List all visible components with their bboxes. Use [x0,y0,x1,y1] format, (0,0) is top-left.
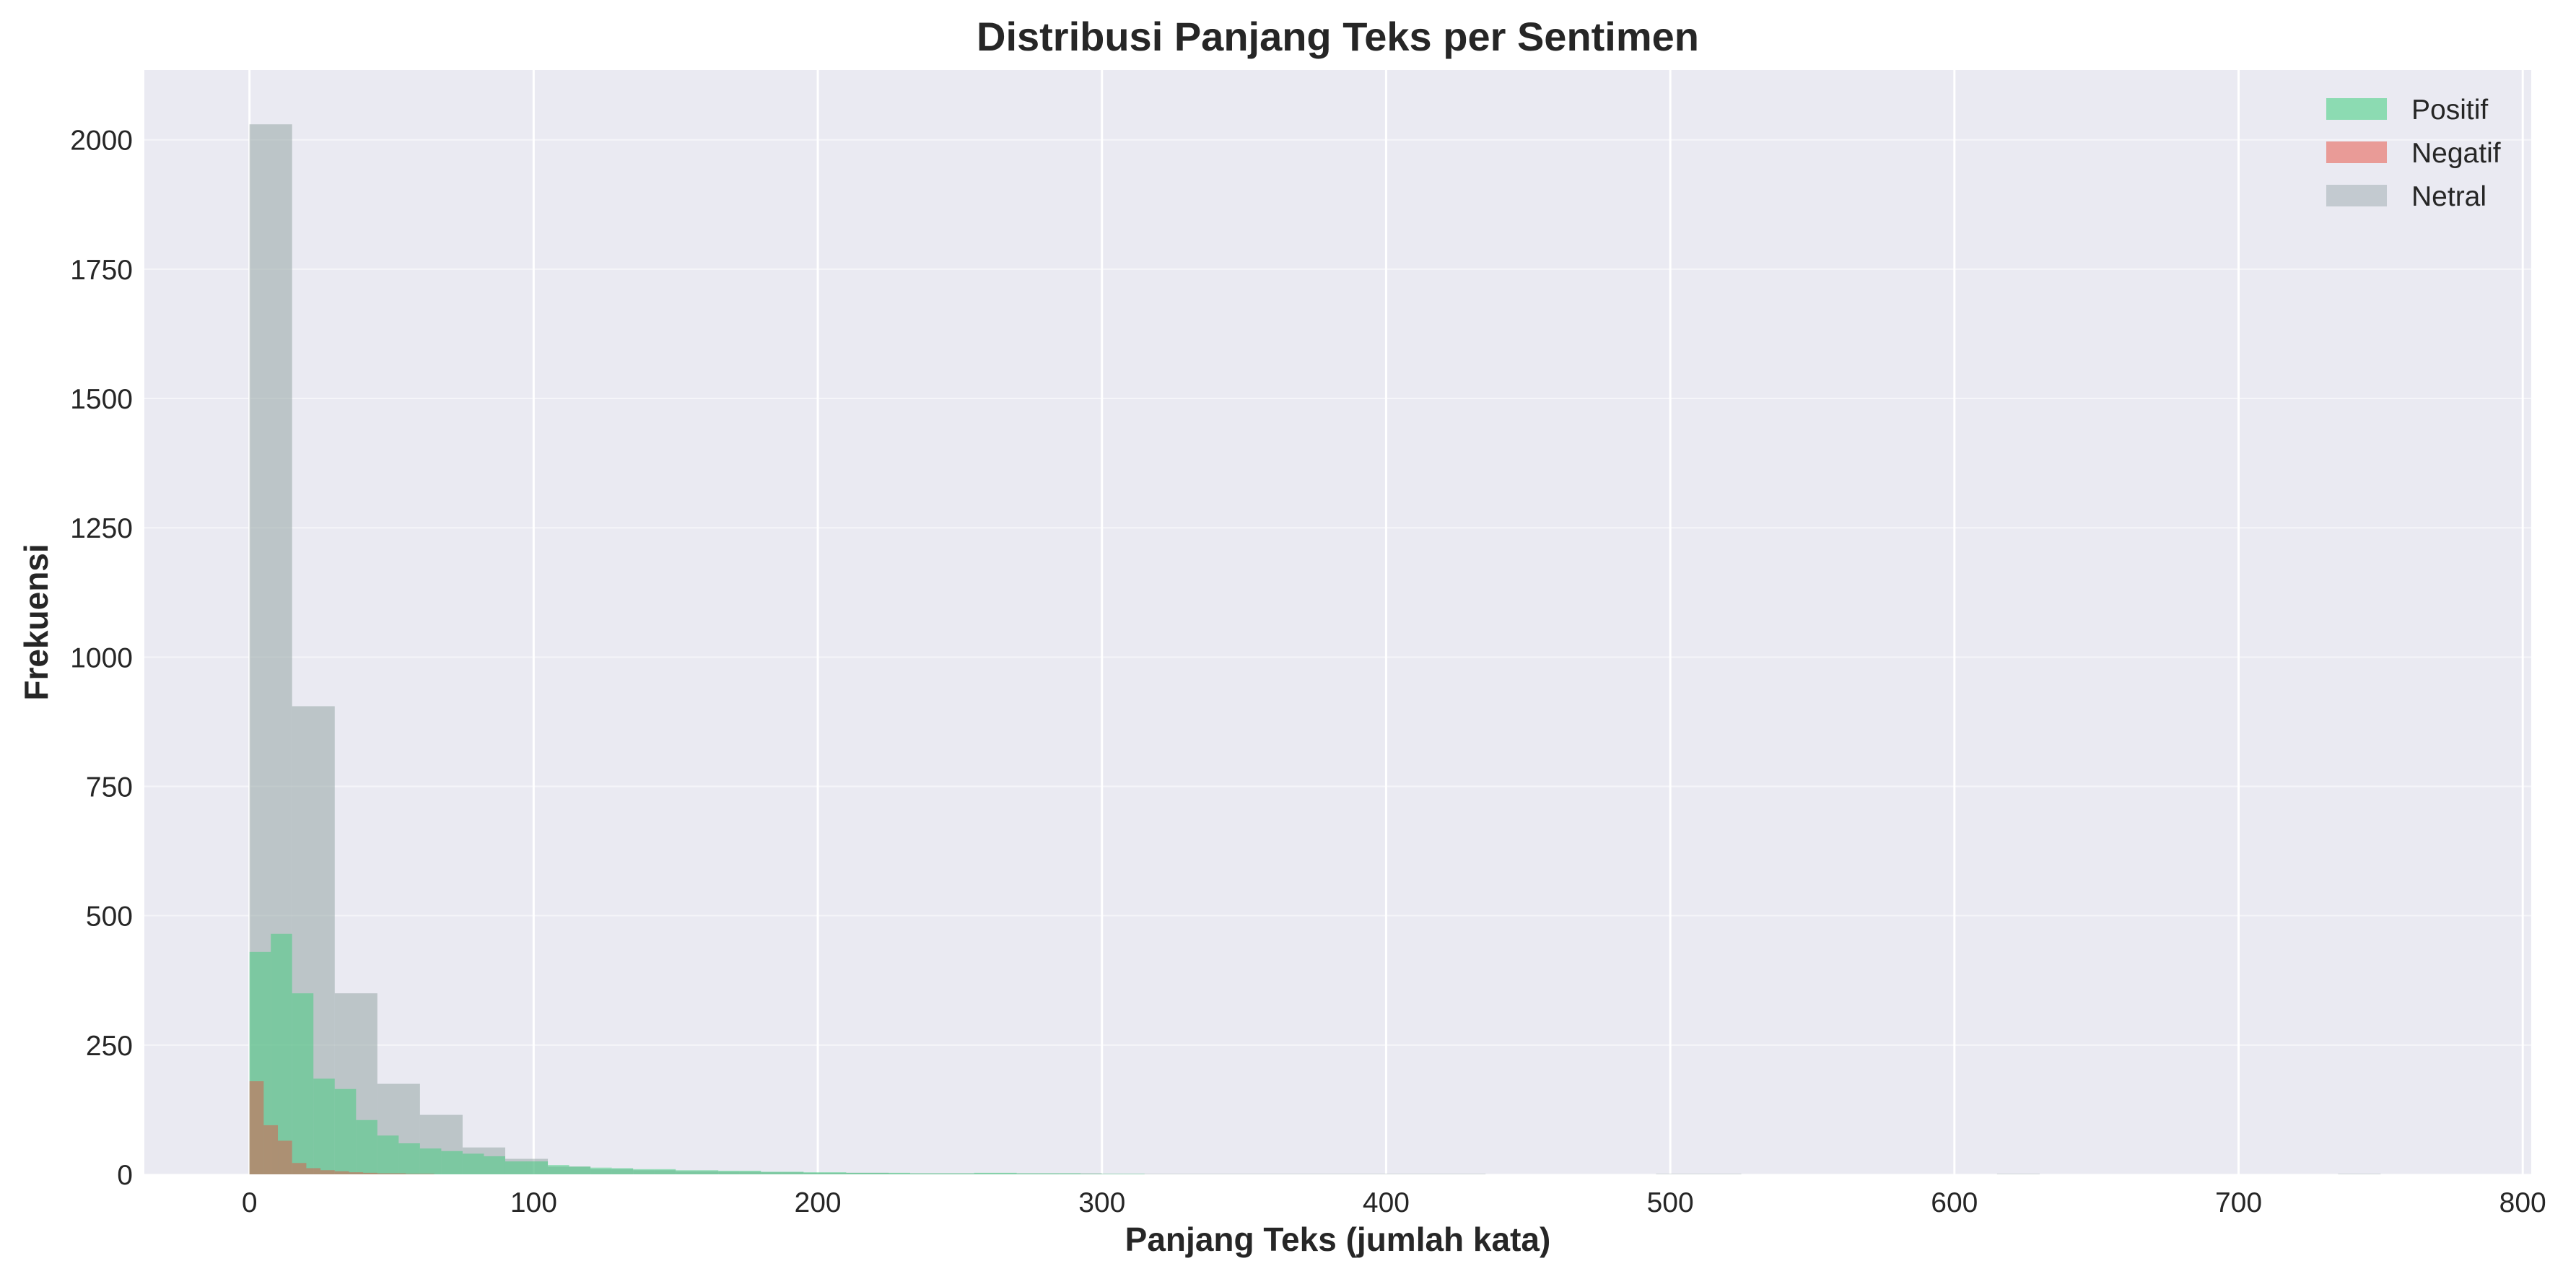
legend: Positif Negatif Netral [2326,95,2501,212]
x-tick-label: 800 [2499,1187,2546,1218]
histogram-bar [888,1172,910,1174]
y-tick-label: 750 [86,772,133,803]
grid-lines [144,70,2531,1175]
y-tick-label: 1500 [70,384,133,415]
histogram-bar [590,1169,634,1174]
histogram-bar [271,933,292,1174]
histogram-bar [654,1169,676,1174]
histogram-bar [320,1170,335,1174]
histogram-bar [292,706,335,1174]
histogram-bar [846,1172,889,1174]
histogram-bar [377,1135,399,1174]
legend-label: Positif [2411,95,2488,126]
histogram-bar [974,1172,996,1174]
x-tick-label: 400 [1363,1187,1410,1218]
x-tick-label: 200 [795,1187,842,1218]
histogram-bar [611,1168,634,1174]
histogram-bar [249,951,271,1174]
series-negatif [249,1081,435,1174]
y-tick-label: 1250 [70,513,133,544]
legend-label: Negatif [2411,138,2501,169]
histogram-bar [462,1147,505,1174]
x-tick-label: 700 [2215,1187,2262,1218]
histogram-bar [441,1151,463,1174]
histogram-bar [590,1167,612,1174]
histogram-bar [633,1170,676,1174]
histogram-bar [995,1172,1017,1174]
x-tick-label: 300 [1078,1187,1125,1218]
histogram-bar [313,1078,335,1174]
histogram-bar [718,1170,740,1174]
histogram-bar [846,1172,868,1174]
histogram-bar [419,1148,442,1174]
x-tick-label: 0 [242,1187,258,1218]
axis-ticks: 0 100 200 300 400 500 600 700 800 0 250 500 750 1000 1… [70,126,2546,1218]
x-tick-label: 100 [510,1187,557,1218]
histogram-bar [739,1170,761,1174]
histogram-bar [462,1153,484,1174]
histogram-bar [505,1161,527,1174]
legend-swatch [2326,185,2387,206]
histogram-bar [334,993,377,1174]
y-tick-label: 500 [86,902,133,933]
histogram-bar [824,1172,847,1174]
histogram-bar [718,1171,761,1174]
y-tick-label: 1000 [70,642,133,673]
histogram-bar [263,1125,279,1174]
histogram-bar [505,1158,549,1174]
histogram-bar [419,1114,463,1174]
histogram-bars [249,124,2381,1175]
histogram-bar [363,1172,377,1174]
histogram-bar [548,1166,591,1174]
chart-title: Distribusi Panjang Teks per Sentimen [977,14,1699,59]
series-positif [249,933,1145,1174]
legend-swatch [2326,98,2387,120]
legend-label: Netral [2411,181,2487,212]
y-tick-label: 2000 [70,126,133,157]
histogram-bar [676,1170,697,1174]
histogram-bar [278,1140,292,1174]
histogram-bar [526,1161,549,1174]
histogram-bar [249,1081,264,1174]
legend-swatch [2326,141,2387,163]
x-axis-label: Panjang Teks (jumlah kata) [1125,1221,1551,1258]
histogram-bar [484,1156,505,1174]
histogram-bar [306,1168,321,1174]
x-tick-label: 500 [1647,1187,1694,1218]
histogram-bar [761,1172,804,1174]
histogram-bar [292,1163,307,1174]
histogram-bar [633,1169,655,1174]
histogram-bar [377,1083,420,1174]
histogram-bar [867,1172,889,1174]
histogram-bar [761,1171,782,1174]
x-tick-label: 600 [1931,1187,1978,1218]
y-tick-label: 0 [117,1160,133,1191]
histogram-bar [398,1143,420,1174]
histogram-bar [803,1172,825,1174]
histogram-bar [782,1171,804,1174]
histogram-bar [803,1172,847,1174]
histogram-bar [697,1170,719,1174]
histogram-bar [292,993,314,1174]
histogram-bar [349,1172,364,1174]
histogram-bar [356,1119,377,1174]
histogram-bar [569,1166,591,1174]
histogram-bar [334,1171,349,1174]
plot-area [144,70,2531,1174]
histogram-bar [249,124,292,1175]
histogram-bar [548,1165,569,1174]
y-tick-label: 250 [86,1031,133,1062]
y-axis-label: Frekuensi [17,544,55,700]
histogram-bar [334,1088,357,1174]
y-tick-label: 1750 [70,255,133,286]
histogram-bar [676,1171,719,1174]
series-netral [249,124,2381,1175]
